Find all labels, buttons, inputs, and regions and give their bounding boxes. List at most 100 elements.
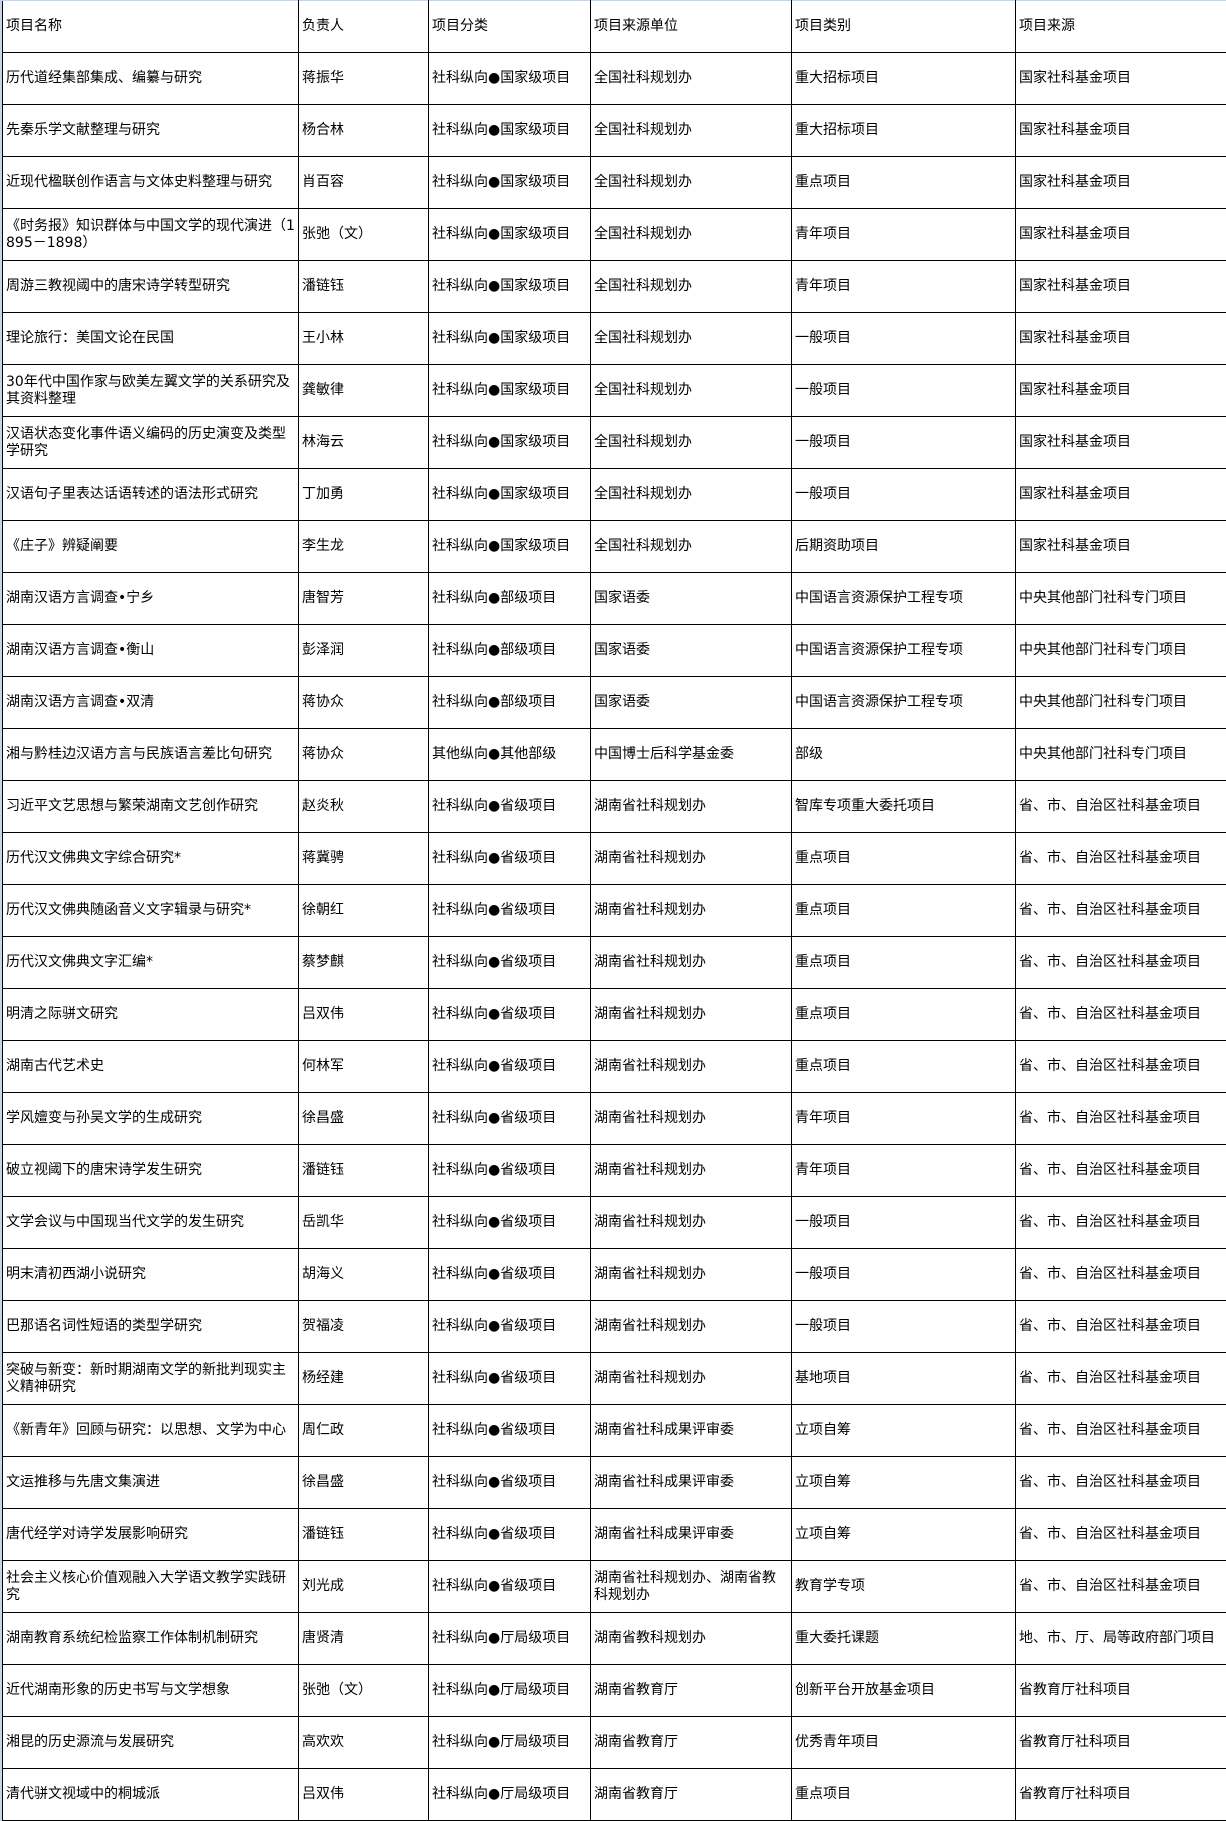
cell-project-source: 省、市、自治区社科基金项目 <box>1015 1508 1226 1561</box>
table-row: 《新青年》回顾与研究：以思想、文学为中心 周仁政 社科纵向●省级项目 湖南省社科成果评… <box>2 1404 1226 1457</box>
cell-source-unit: 湖南省社科规划办 <box>590 1040 792 1093</box>
cell-project-source: 国家社科基金项目 <box>1015 468 1226 521</box>
cell-project-name: 汉语句子里表达话语转述的语法形式研究 <box>2 468 299 521</box>
header-project-category: 项目分类 <box>428 0 591 53</box>
table-row: 湖南古代艺术史 何林军 社科纵向●省级项目 湖南省社科规划办 重点项目 省、市、自治区社科… <box>2 1040 1226 1093</box>
cell-leader: 彭泽润 <box>298 624 429 677</box>
cell-project-source: 省教育厅社科项目 <box>1015 1716 1226 1769</box>
cell-project-type: 重点项目 <box>791 936 1016 989</box>
cell-project-name: 唐代经学对诗学发展影响研究 <box>2 1508 299 1561</box>
cell-project-type: 中国语言资源保护工程专项 <box>791 624 1016 677</box>
table-row: 文学会议与中国现当代文学的发生研究 岳凯华 社科纵向●省级项目 湖南省社科规划办 一般项… <box>2 1196 1226 1249</box>
cell-project-category: 社科纵向●省级项目 <box>428 1248 591 1301</box>
cell-project-category: 社科纵向●部级项目 <box>428 676 591 729</box>
cell-project-name: 清代骈文视域中的桐城派 <box>2 1768 299 1821</box>
cell-project-category: 社科纵向●省级项目 <box>428 1040 591 1093</box>
cell-project-source: 国家社科基金项目 <box>1015 260 1226 313</box>
cell-source-unit: 湖南省教育厅 <box>590 1664 792 1717</box>
cell-project-source: 中央其他部门社科专门项目 <box>1015 728 1226 781</box>
cell-project-category: 社科纵向●省级项目 <box>428 1300 591 1353</box>
cell-project-name: 湘昆的历史源流与发展研究 <box>2 1716 299 1769</box>
cell-project-category: 社科纵向●国家级项目 <box>428 104 591 157</box>
cell-project-type: 一般项目 <box>791 468 1016 521</box>
cell-source-unit: 国家语委 <box>590 572 792 625</box>
cell-project-name: 周游三教视阈中的唐宋诗学转型研究 <box>2 260 299 313</box>
cell-project-category: 社科纵向●部级项目 <box>428 572 591 625</box>
cell-project-source: 省、市、自治区社科基金项目 <box>1015 1248 1226 1301</box>
cell-leader: 林海云 <box>298 416 429 469</box>
cell-project-name: 历代道经集部集成、编纂与研究 <box>2 52 299 105</box>
table-row: 汉语状态变化事件语义编码的历史演变及类型学研究 林海云 社科纵向●国家级项目 全国社科… <box>2 416 1226 469</box>
cell-project-category: 社科纵向●省级项目 <box>428 780 591 833</box>
cell-leader: 何林军 <box>298 1040 429 1093</box>
cell-leader: 李生龙 <box>298 520 429 573</box>
cell-source-unit: 湖南省社科规划办 <box>590 936 792 989</box>
table-row: 历代道经集部集成、编纂与研究 蒋振华 社科纵向●国家级项目 全国社科规划办 重大招标项目… <box>2 52 1226 105</box>
cell-project-type: 后期资助项目 <box>791 520 1016 573</box>
cell-project-category: 社科纵向●国家级项目 <box>428 312 591 365</box>
cell-project-name: 明清之际骈文研究 <box>2 988 299 1041</box>
cell-project-type: 青年项目 <box>791 260 1016 313</box>
cell-project-source: 国家社科基金项目 <box>1015 520 1226 573</box>
cell-source-unit: 全国社科规划办 <box>590 416 792 469</box>
table-header-row: 项目名称 负责人 项目分类 项目来源单位 项目类别 项目来源 <box>2 0 1226 53</box>
cell-project-type: 重点项目 <box>791 1040 1016 1093</box>
cell-source-unit: 全国社科规划办 <box>590 364 792 417</box>
table-row: 历代汉文佛典随函音义文字辑录与研究* 徐朝红 社科纵向●省级项目 湖南省社科规划办 重点… <box>2 884 1226 937</box>
cell-leader: 蔡梦麒 <box>298 936 429 989</box>
cell-project-type: 智库专项重大委托项目 <box>791 780 1016 833</box>
cell-project-category: 社科纵向●省级项目 <box>428 988 591 1041</box>
cell-project-name: 巴那语名词性短语的类型学研究 <box>2 1300 299 1353</box>
cell-project-type: 青年项目 <box>791 1092 1016 1145</box>
cell-project-type: 一般项目 <box>791 312 1016 365</box>
cell-leader: 杨合林 <box>298 104 429 157</box>
cell-source-unit: 湖南省社科规划办 <box>590 1144 792 1197</box>
cell-project-type: 创新平台开放基金项目 <box>791 1664 1016 1717</box>
cell-leader: 蒋冀骋 <box>298 832 429 885</box>
cell-leader: 赵炎秋 <box>298 780 429 833</box>
cell-project-name: 社会主义核心价值观融入大学语文教学实践研究 <box>2 1560 299 1613</box>
cell-leader: 周仁政 <box>298 1404 429 1457</box>
cell-project-type: 重大招标项目 <box>791 52 1016 105</box>
cell-project-name: 学风嬗变与孙吴文学的生成研究 <box>2 1092 299 1145</box>
header-leader: 负责人 <box>298 0 429 53</box>
cell-project-category: 社科纵向●省级项目 <box>428 1560 591 1613</box>
cell-project-source: 国家社科基金项目 <box>1015 312 1226 365</box>
cell-project-category: 社科纵向●省级项目 <box>428 832 591 885</box>
cell-project-type: 一般项目 <box>791 1300 1016 1353</box>
cell-project-category: 社科纵向●省级项目 <box>428 884 591 937</box>
cell-project-name: 历代汉文佛典文字汇编* <box>2 936 299 989</box>
cell-project-name: 湖南汉语方言调查•双清 <box>2 676 299 729</box>
cell-source-unit: 全国社科规划办 <box>590 520 792 573</box>
cell-leader: 张弛（文） <box>298 208 429 261</box>
cell-source-unit: 湖南省教育厅 <box>590 1716 792 1769</box>
cell-project-source: 省教育厅社科项目 <box>1015 1664 1226 1717</box>
cell-project-source: 省、市、自治区社科基金项目 <box>1015 1040 1226 1093</box>
cell-source-unit: 全国社科规划办 <box>590 312 792 365</box>
cell-source-unit: 全国社科规划办 <box>590 260 792 313</box>
cell-project-name: 湖南汉语方言调查•宁乡 <box>2 572 299 625</box>
cell-leader: 胡海义 <box>298 1248 429 1301</box>
cell-project-source: 省教育厅社科项目 <box>1015 1768 1226 1821</box>
cell-project-category: 社科纵向●部级项目 <box>428 624 591 677</box>
cell-project-type: 重点项目 <box>791 156 1016 209</box>
cell-project-source: 国家社科基金项目 <box>1015 104 1226 157</box>
cell-project-type: 重大委托课题 <box>791 1612 1016 1665</box>
cell-project-category: 社科纵向●国家级项目 <box>428 52 591 105</box>
cell-project-source: 省、市、自治区社科基金项目 <box>1015 936 1226 989</box>
cell-leader: 唐智芳 <box>298 572 429 625</box>
table-row: 湖南汉语方言调查•衡山 彭泽润 社科纵向●部级项目 国家语委 中国语言资源保护工程专项中… <box>2 624 1226 677</box>
cell-project-name: 突破与新变：新时期湖南文学的新批判现实主义精神研究 <box>2 1352 299 1405</box>
cell-source-unit: 国家语委 <box>590 624 792 677</box>
cell-project-name: 先秦乐学文献整理与研究 <box>2 104 299 157</box>
cell-project-category: 社科纵向●国家级项目 <box>428 416 591 469</box>
cell-source-unit: 湖南省社科规划办 <box>590 1092 792 1145</box>
cell-leader: 王小林 <box>298 312 429 365</box>
cell-leader: 蒋协众 <box>298 728 429 781</box>
cell-leader: 岳凯华 <box>298 1196 429 1249</box>
cell-project-type: 重点项目 <box>791 832 1016 885</box>
cell-project-category: 社科纵向●省级项目 <box>428 1456 591 1509</box>
cell-source-unit: 全国社科规划办 <box>590 104 792 157</box>
cell-project-source: 省、市、自治区社科基金项目 <box>1015 988 1226 1041</box>
